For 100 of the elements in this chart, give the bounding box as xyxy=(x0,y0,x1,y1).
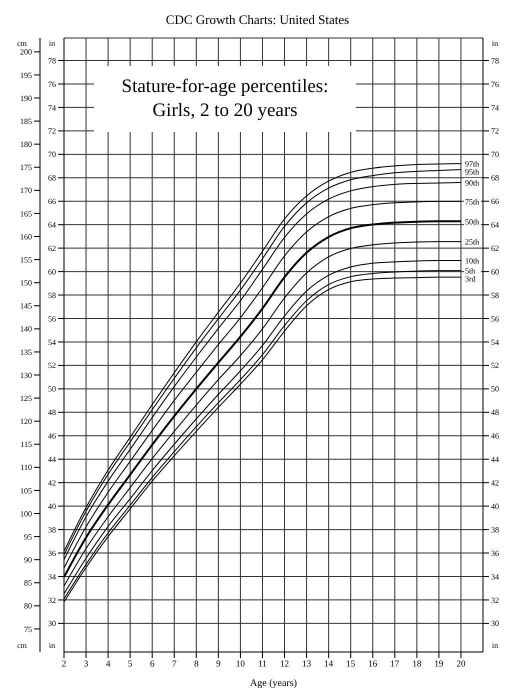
y-tick-label: 125 xyxy=(20,394,32,403)
x-axis-title: Age (years) xyxy=(250,678,297,689)
x-tick-label: 18 xyxy=(412,658,422,668)
y3-tick-label: 78 xyxy=(491,56,499,66)
y2-tick-label: 54 xyxy=(48,338,56,347)
series-label: 75th xyxy=(464,197,480,206)
x-tick-label: 16 xyxy=(368,658,378,668)
y3-tick-label: 46 xyxy=(491,432,499,441)
y3-tick-label: 70 xyxy=(491,150,499,160)
series-label: 3rd xyxy=(464,274,476,284)
y2-tick-label: 70 xyxy=(48,150,56,160)
x-tick-label: 3 xyxy=(84,658,89,668)
x-tick-label: 14 xyxy=(324,658,334,668)
y3-tick-label: 64 xyxy=(491,220,499,230)
y-tick-label: 75 xyxy=(24,624,32,634)
x-tick-label: 15 xyxy=(346,658,356,668)
y3-tick-label: 30 xyxy=(491,619,499,628)
x-tick-label: 17 xyxy=(390,658,400,668)
y2-tick-label: 34 xyxy=(48,572,56,582)
y2-tick-label: 48 xyxy=(48,408,56,418)
y2-tick-label: 62 xyxy=(48,244,56,253)
y-tick-label: 135 xyxy=(20,348,32,357)
x-tick-label: 10 xyxy=(236,658,246,668)
y-axis-title: cm xyxy=(16,39,28,48)
text: in xyxy=(48,641,56,650)
y2-tick-label: 68 xyxy=(48,174,56,183)
y3-tick-label: 72 xyxy=(491,126,499,136)
y3-axis-title: in xyxy=(490,39,500,48)
series-label: 95th xyxy=(464,168,480,177)
y2-tick-label: 46 xyxy=(48,432,56,441)
y3-tick-label: 66 xyxy=(491,197,499,206)
y3-tick-label: 62 xyxy=(491,244,499,253)
y3-tick-label: 34 xyxy=(491,572,499,582)
y2-tick-label: 50 xyxy=(48,384,56,394)
y-tick-label: 85 xyxy=(24,578,32,588)
y2-tick-label: 60 xyxy=(48,267,56,276)
y-tick-label: 95 xyxy=(24,532,32,542)
x-tick-label: 11 xyxy=(258,658,267,668)
y2-axis-title: in xyxy=(48,39,56,48)
y2-tick-label: 66 xyxy=(48,197,56,206)
y3-tick-label: 50 xyxy=(491,384,499,394)
y-tick-label: 190 xyxy=(20,94,32,103)
y-tick-label: 160 xyxy=(20,232,32,242)
y3-tick-label: 74 xyxy=(491,103,499,112)
y-tick-label: 195 xyxy=(20,70,32,80)
x-tick-label: 4 xyxy=(106,658,111,668)
y-tick-label: 105 xyxy=(20,486,32,496)
y-tick-label: 185 xyxy=(20,116,32,126)
text: Stature-for-age percentiles: Girls, 2 to 20 years xyxy=(94,66,356,132)
y-tick-label: 155 xyxy=(20,255,32,264)
y2-tick-label: 58 xyxy=(48,290,56,300)
y-tick-label: 170 xyxy=(20,186,32,196)
y2-tick-label: 42 xyxy=(48,478,56,488)
y3-tick-label: 36 xyxy=(491,548,499,558)
x-tick-label: 7 xyxy=(172,658,178,668)
y-tick-label: 115 xyxy=(20,440,32,450)
y-tick-label: 110 xyxy=(20,463,32,472)
y-tick-label: 150 xyxy=(20,278,32,288)
y-tick-label: 145 xyxy=(20,302,32,311)
y2-tick-label: 40 xyxy=(48,502,56,511)
y-tick-label: 90 xyxy=(24,556,32,565)
y-tick-label: 165 xyxy=(20,209,32,218)
y3-tick-label: 38 xyxy=(491,525,499,534)
y-tick-label: 120 xyxy=(20,417,32,426)
y3-tick-label: 44 xyxy=(491,455,499,464)
y2-tick-label: 52 xyxy=(48,361,56,370)
y2-tick-label: 72 xyxy=(48,126,56,136)
series-label: 90th xyxy=(464,178,480,188)
y3-tick-label: 52 xyxy=(491,361,499,370)
series-label: 97th xyxy=(464,160,480,169)
x-tick-label: 9 xyxy=(216,658,222,668)
y3-tick-label: 60 xyxy=(491,267,499,276)
x-tick-label: 6 xyxy=(150,658,155,668)
y-tick-label: 100 xyxy=(20,509,32,518)
chart-title: CDC Growth Charts: United States xyxy=(164,11,350,29)
y2-tick-label: 64 xyxy=(48,220,56,230)
x-tick-label: 13 xyxy=(302,658,312,668)
y3-tick-label: 42 xyxy=(491,478,499,488)
y3-tick-label: 76 xyxy=(491,80,499,89)
y2-tick-label: 38 xyxy=(48,525,56,534)
y-tick-label: 140 xyxy=(20,324,32,334)
y2-tick-label: 36 xyxy=(48,548,56,558)
x-tick-label: 8 xyxy=(194,658,200,668)
y2-tick-label: 30 xyxy=(48,619,56,628)
y-tick-label: 180 xyxy=(20,140,32,150)
series-label: 50th xyxy=(464,217,480,226)
y3-tick-label: 40 xyxy=(491,502,499,511)
y3-tick-label: 32 xyxy=(491,596,499,605)
x-tick-label: 19 xyxy=(434,658,444,668)
y-tick-label: 130 xyxy=(20,370,32,380)
y2-tick-label: 32 xyxy=(48,596,56,605)
text: cm xyxy=(17,641,27,650)
y2-tick-label: 76 xyxy=(48,80,56,89)
y3-tick-label: 48 xyxy=(491,408,499,418)
y-tick-label: 175 xyxy=(20,163,32,172)
y3-tick-label: 56 xyxy=(491,314,499,324)
text: in xyxy=(492,641,498,650)
y-tick-label: 80 xyxy=(24,602,32,611)
y3-tick-label: 68 xyxy=(491,174,499,183)
x-tick-label: 12 xyxy=(280,658,290,668)
